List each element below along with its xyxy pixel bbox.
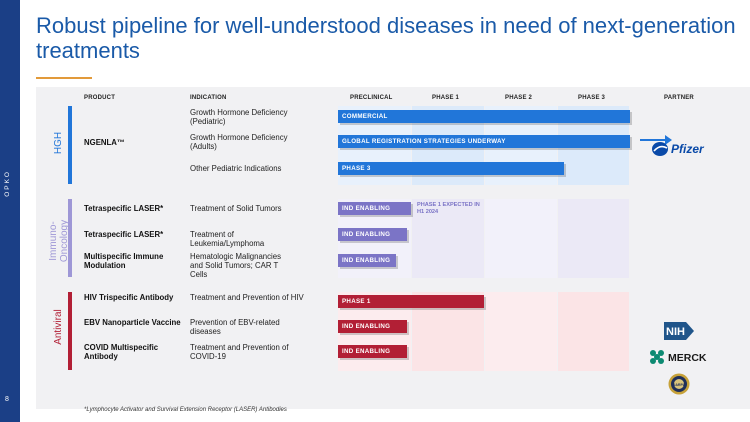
stage-bar: COMMERCIAL: [338, 110, 630, 123]
product-name: Multispecific Immune Modulation: [84, 252, 164, 270]
phase-cell: [485, 199, 557, 278]
indication-text: Treatment of Solid Tumors: [190, 204, 282, 213]
footnote: *Lymphocyte Activator and Survival Exten…: [84, 407, 287, 413]
page-number: 8: [5, 396, 9, 403]
header-preclinical: PRECLINICAL: [350, 95, 393, 101]
title-rule: [36, 77, 92, 79]
product-name: Tetraspecific LASER*: [84, 230, 164, 239]
pfizer-logo: Pfizer: [650, 138, 712, 160]
indication-text: Hematologic Malignancies and Solid Tumor…: [190, 252, 282, 279]
phase-cell: [485, 292, 557, 371]
nih-logo: NIH: [664, 322, 694, 340]
indication-text: Treatment and Prevention of COVID-19: [190, 343, 289, 361]
brand-label: OPKO: [4, 170, 11, 197]
header-product: PRODUCT: [84, 95, 116, 101]
svg-text:NIH: NIH: [666, 326, 685, 338]
stage-bar: PHASE 3: [338, 162, 564, 175]
header-indication: INDICATION: [190, 95, 227, 101]
indication-text: Growth Hormone Deficiency (Adults): [190, 133, 288, 151]
product-name: HIV Trispecific Antibody: [84, 293, 174, 302]
header-phase3: PHASE 3: [578, 95, 606, 101]
phase-expected-note: PHASE 1 EXPECTED IN H1 2024: [417, 202, 480, 215]
stage-bar: IND ENABLING: [338, 320, 407, 333]
header-phase1: PHASE 1: [432, 95, 460, 101]
merck-logo: MERCK: [648, 348, 708, 366]
product-name: Tetraspecific LASER*: [84, 204, 164, 213]
stage-bar: IND ENABLING: [338, 254, 396, 267]
stage-bar: PHASE 1: [338, 295, 484, 308]
sidebar: OPKO 8: [0, 0, 20, 422]
indication-text: Growth Hormone Deficiency (Pediatric): [190, 108, 288, 126]
group-bar-immuno: [68, 199, 72, 277]
phase-cell: [558, 292, 629, 371]
indication-text: Treatment and Prevention of HIV: [190, 293, 304, 302]
arrow-right-icon: [640, 133, 672, 147]
header-partner: PARTNER: [664, 95, 694, 101]
svg-text:DARPA: DARPA: [673, 383, 686, 387]
group-label-hgh: HGH: [53, 131, 64, 155]
phase-cell: [558, 199, 629, 278]
product-name: COVID Multispecific Antibody: [84, 343, 159, 361]
svg-text:Pfizer: Pfizer: [671, 142, 705, 156]
darpa-seal-logo: DARPA: [668, 373, 690, 395]
page-title: Robust pipeline for well-understood dise…: [36, 13, 736, 63]
indication-text: Other Pediatric Indications: [190, 164, 282, 173]
indication-text: Prevention of EBV-related diseases: [190, 318, 280, 336]
svg-text:MERCK: MERCK: [668, 352, 707, 364]
product-name: NGENLA™: [84, 138, 125, 147]
stage-bar: IND ENABLING: [338, 228, 407, 241]
product-name: EBV Nanoparticle Vaccine: [84, 318, 181, 327]
group-label-immuno: Immuno- Oncology: [48, 219, 70, 263]
stage-bar: GLOBAL REGISTRATION STRATEGIES UNDERWAY: [338, 135, 630, 148]
group-label-antiviral: Antiviral: [53, 309, 64, 345]
stage-bar: IND ENABLING: [338, 345, 407, 358]
header-phase2: PHASE 2: [505, 95, 533, 101]
stage-bar: IND ENABLING: [338, 202, 411, 215]
group-bar-hgh: [68, 106, 72, 184]
phase-cell: [412, 199, 484, 278]
indication-text: Treatment of Leukemia/Lymphoma: [190, 230, 265, 248]
group-bar-antiviral: [68, 292, 72, 370]
